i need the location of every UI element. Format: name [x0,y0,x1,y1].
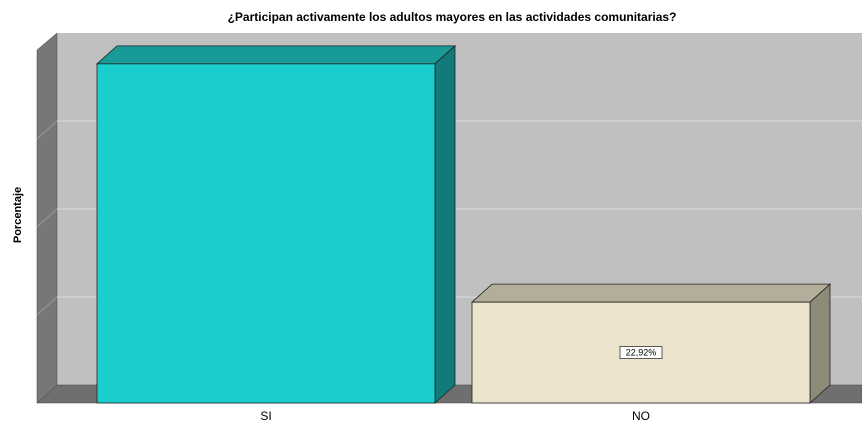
chart-title: ¿Participan activamente los adultos mayo… [228,10,677,24]
bar-side [434,44,456,404]
value-label: 22,92% [626,347,657,357]
bar-side [809,283,831,404]
bar-top [95,45,457,65]
grid-line [36,120,58,140]
bar [96,63,436,404]
y-axis-label: Porcentaje [12,187,24,243]
x-tick-label: SI [260,409,271,423]
x-tick-label: NO [632,409,650,423]
grid-line [36,208,58,228]
grid-line [36,296,58,316]
bar-top [470,283,832,303]
value-label-box [619,346,663,359]
